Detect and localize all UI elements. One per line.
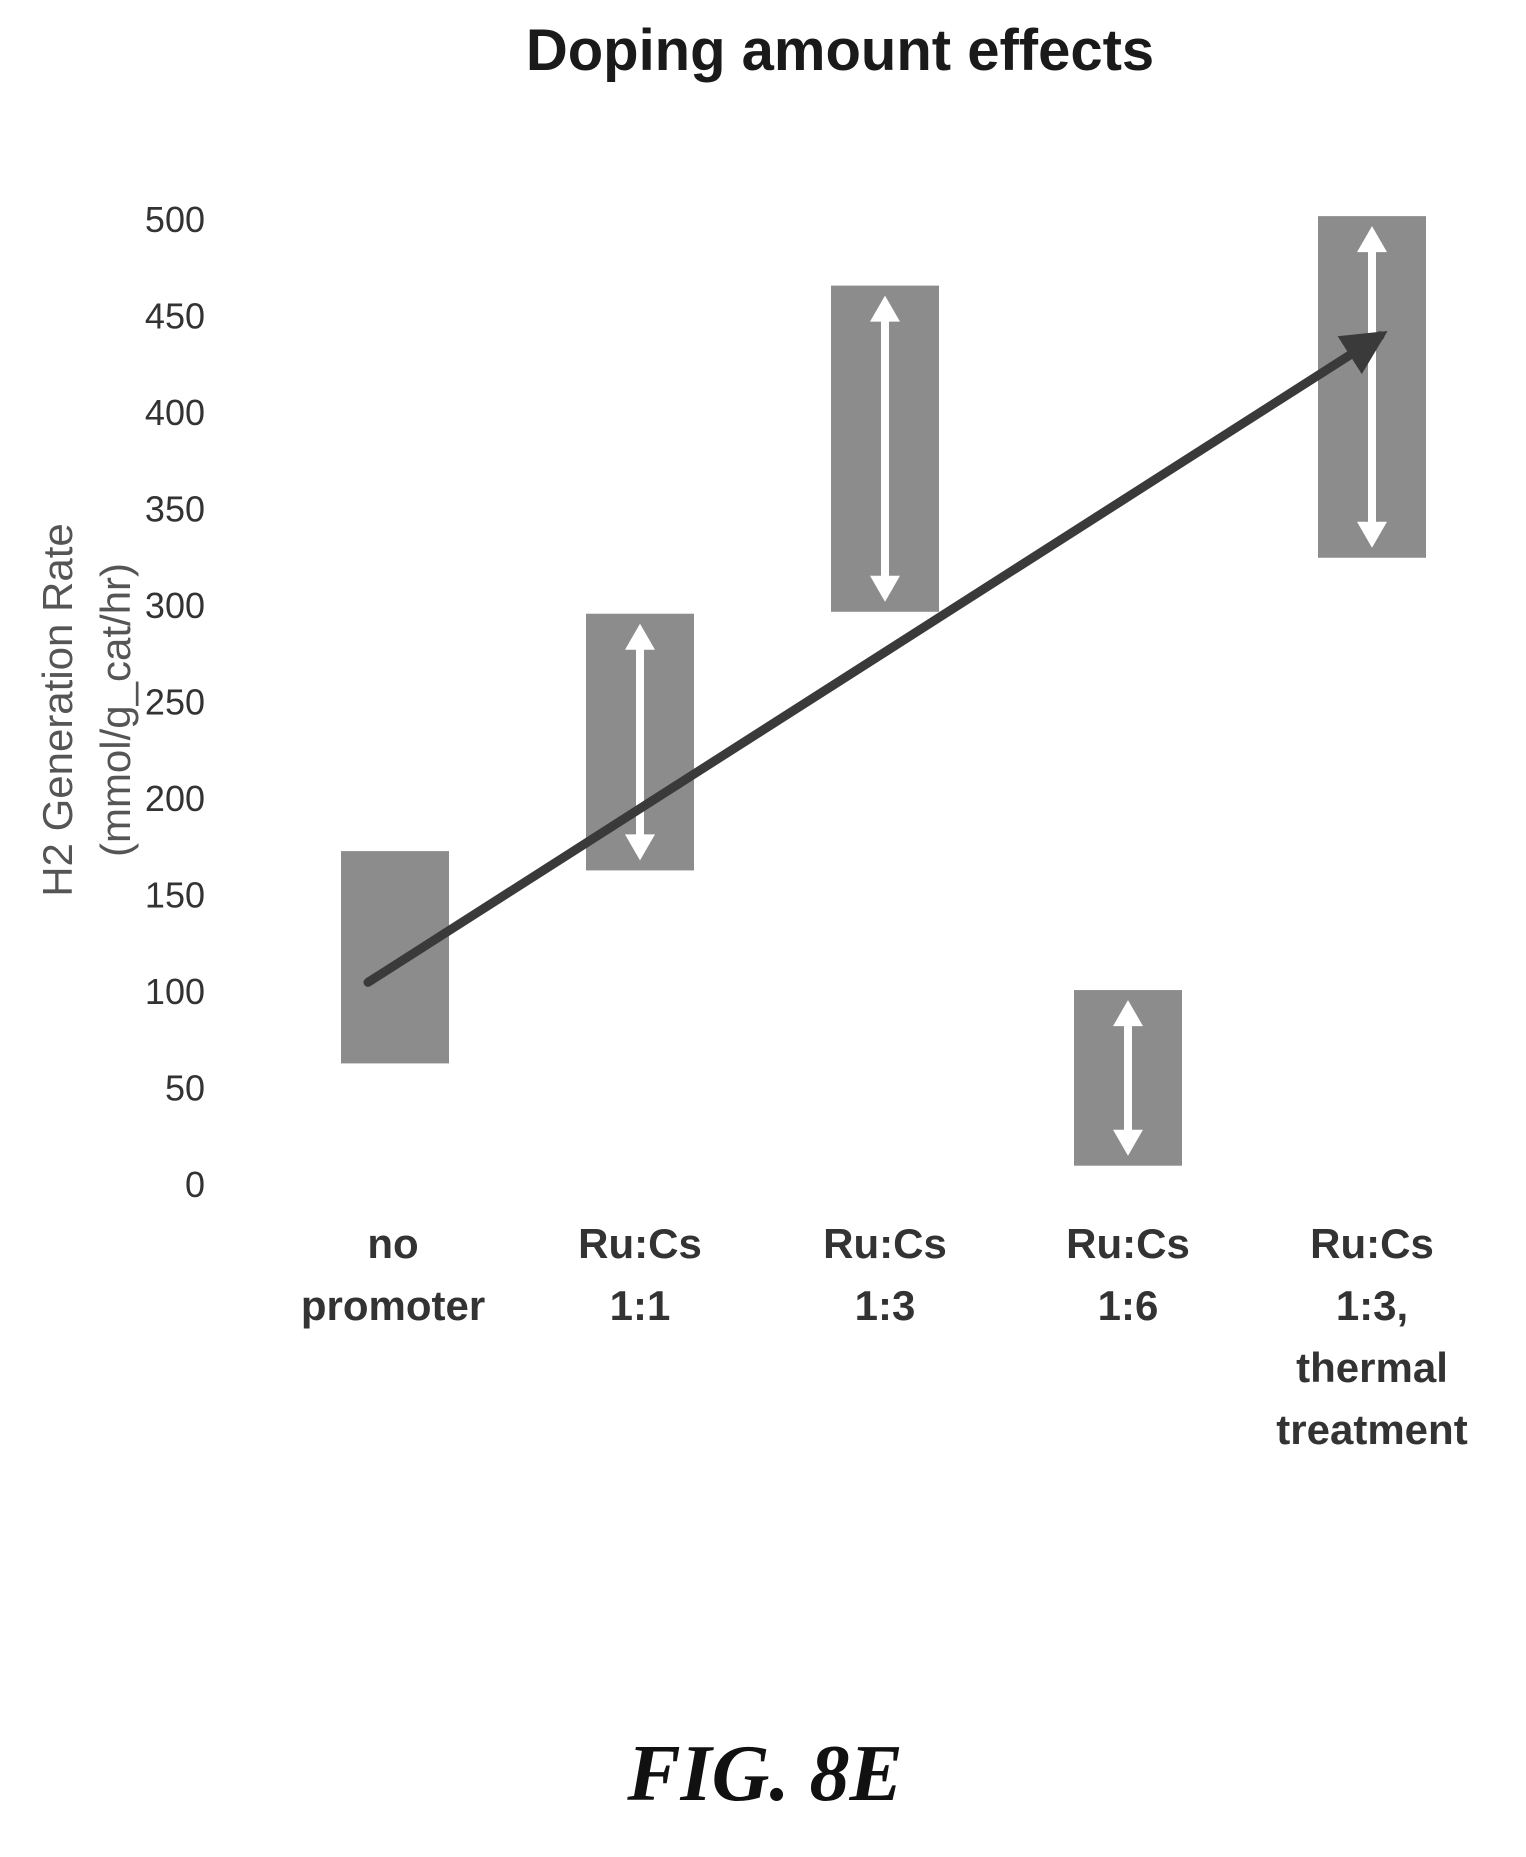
category-label-4-line-2: thermal [1296, 1344, 1448, 1391]
double-arrow-icon-3 [1113, 1000, 1143, 1156]
x-axis-category-labels: no promoter Ru:Cs 1:1 Ru:Cs 1:3 Ru:Cs 1:6 Ru:Cs 1… [301, 1220, 1468, 1453]
double-arrow-icon-2 [870, 295, 900, 602]
trend-arrow [363, 330, 1388, 987]
y-axis-ticks: 0 50 100 150 200 250 300 350 400 450 500 [145, 199, 205, 1205]
category-label-3-line-0: Ru:Cs [1066, 1220, 1190, 1267]
double-arrow-icon-4 [1357, 226, 1387, 548]
y-tick-label-100: 100 [145, 971, 205, 1012]
range-bar-0 [341, 851, 449, 1064]
double-arrow-icon-1 [625, 623, 655, 861]
y-tick-label-200: 200 [145, 778, 205, 819]
y-tick-label-400: 400 [145, 392, 205, 433]
category-label-4-line-3: treatment [1276, 1406, 1467, 1453]
y-tick-label-150: 150 [145, 875, 205, 916]
category-label-1-line-1: 1:1 [610, 1282, 671, 1329]
y-axis-label-line-2: (mmol/g_cat/hr) [92, 563, 139, 857]
category-label-4-line-1: 1:3, [1336, 1282, 1408, 1329]
category-label-0-line-1: promoter [301, 1282, 485, 1329]
category-label-1-line-0: Ru:Cs [578, 1220, 702, 1267]
trend-arrow-group [363, 330, 1388, 987]
y-tick-label-0: 0 [185, 1164, 205, 1205]
y-tick-label-300: 300 [145, 585, 205, 626]
y-axis-label-line-1: H2 Generation Rate [34, 523, 81, 897]
y-tick-label-450: 450 [145, 296, 205, 337]
chart-title: Doping amount effects [526, 18, 1154, 83]
y-tick-label-350: 350 [145, 489, 205, 530]
category-label-2-line-1: 1:3 [855, 1282, 916, 1329]
category-label-4-line-0: Ru:Cs [1310, 1220, 1434, 1267]
y-tick-label-500: 500 [145, 199, 205, 240]
figure-label: FIG. 8E [626, 1730, 903, 1818]
range-bars [341, 216, 1426, 1166]
y-tick-label-250: 250 [145, 682, 205, 723]
category-label-3-line-1: 1:6 [1098, 1282, 1159, 1329]
category-label-2-line-0: Ru:Cs [823, 1220, 947, 1267]
category-label-0-line-0: no [367, 1220, 418, 1267]
y-tick-label-50: 50 [165, 1068, 205, 1109]
